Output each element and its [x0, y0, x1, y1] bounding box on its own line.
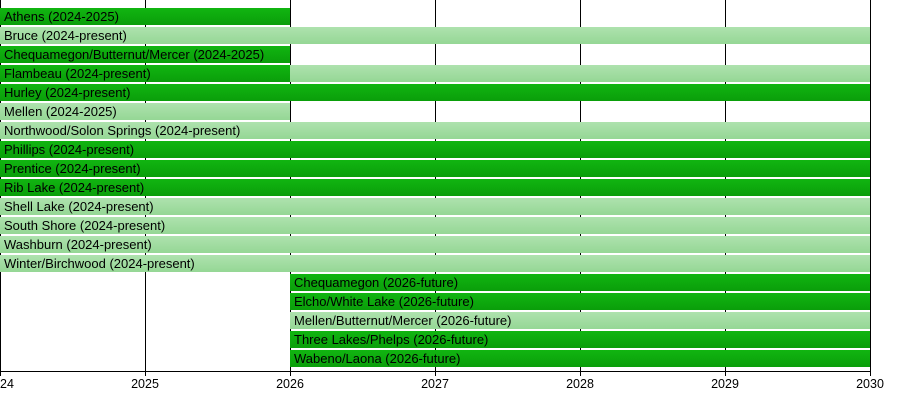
- timeline-bar-label: Shell Lake (2024-present): [4, 199, 154, 214]
- timeline-bar-segment: [0, 27, 870, 44]
- timeline-bar-segment: [290, 274, 870, 291]
- timeline-bar-label: Chequamegon (2026-future): [294, 275, 459, 290]
- timeline-bar-segment: [0, 160, 870, 177]
- x-axis-tick-label: 2028: [566, 377, 594, 391]
- timeline-bar-label: Winter/Birchwood (2024-present): [4, 256, 195, 271]
- timeline-bar-label: Three Lakes/Phelps (2026-future): [294, 332, 489, 347]
- x-axis-tick: [0, 372, 1, 376]
- x-axis-tick: [435, 372, 436, 376]
- timeline-bar-label: Washburn (2024-present): [4, 237, 152, 252]
- timeline-bar-label: Mellen/Butternut/Mercer (2026-future): [294, 313, 512, 328]
- timeline-bar-segment: [0, 179, 870, 196]
- timeline-bar-segment: [290, 293, 870, 310]
- x-axis-tick-label: 2030: [856, 377, 884, 391]
- timeline-bar-label: Mellen (2024-2025): [4, 104, 117, 119]
- timeline-bar-segment: [0, 8, 290, 25]
- timeline-bar-segment: [290, 65, 870, 82]
- x-axis-tick: [290, 372, 291, 376]
- x-axis-tick-label: 2024: [0, 377, 14, 391]
- timeline-bar-label: Wabeno/Laona (2026-future): [294, 351, 461, 366]
- timeline-bar-label: South Shore (2024-present): [4, 218, 166, 233]
- timeline-bar-label: Bruce (2024-present): [4, 28, 127, 43]
- timeline-bar-segment: [0, 236, 870, 253]
- timeline-bar-segment: [0, 217, 870, 234]
- timeline-bar-segment: [0, 141, 870, 158]
- timeline-bar-label: Flambeau (2024-present): [4, 66, 151, 81]
- timeline-bar-segment: [0, 84, 870, 101]
- timeline-bar-segment: [290, 331, 870, 348]
- timeline-bar-label: Elcho/White Lake (2026-future): [294, 294, 474, 309]
- x-axis-tick: [145, 372, 146, 376]
- year-gridline: [870, 0, 871, 371]
- x-axis-tick: [870, 372, 871, 376]
- x-axis-tick: [580, 372, 581, 376]
- timeline-bar-label: Prentice (2024-present): [4, 161, 141, 176]
- x-axis-tick-label: 2029: [711, 377, 739, 391]
- timeline-bar-segment: [0, 198, 870, 215]
- timeline-bar-label: Rib Lake (2024-present): [4, 180, 145, 195]
- x-axis-tick: [725, 372, 726, 376]
- timeline-bar-segment: [290, 350, 870, 367]
- timeline-bar-segment: [0, 103, 290, 120]
- x-axis-tick-label: 2025: [131, 377, 159, 391]
- timeline-bar-segment: [0, 122, 870, 139]
- timeline-bar-segment: [290, 312, 870, 329]
- timeline-bar-segment: [0, 65, 290, 82]
- x-axis-line: [0, 371, 871, 372]
- timeline-bar-label: Northwood/Solon Springs (2024-present): [4, 123, 241, 138]
- timeline-bar-segment: [0, 255, 870, 272]
- timeline-bar-label: Hurley (2024-present): [4, 85, 131, 100]
- timeline-bar-label: Chequamegon/Butternut/Mercer (2024-2025): [4, 47, 265, 62]
- x-axis-tick-label: 2027: [421, 377, 449, 391]
- x-axis-tick-label: 2026: [276, 377, 304, 391]
- timeline-bar-segment: [0, 46, 290, 63]
- timeline-bar-label: Athens (2024-2025): [4, 9, 119, 24]
- timeline-bar-label: Phillips (2024-present): [4, 142, 135, 157]
